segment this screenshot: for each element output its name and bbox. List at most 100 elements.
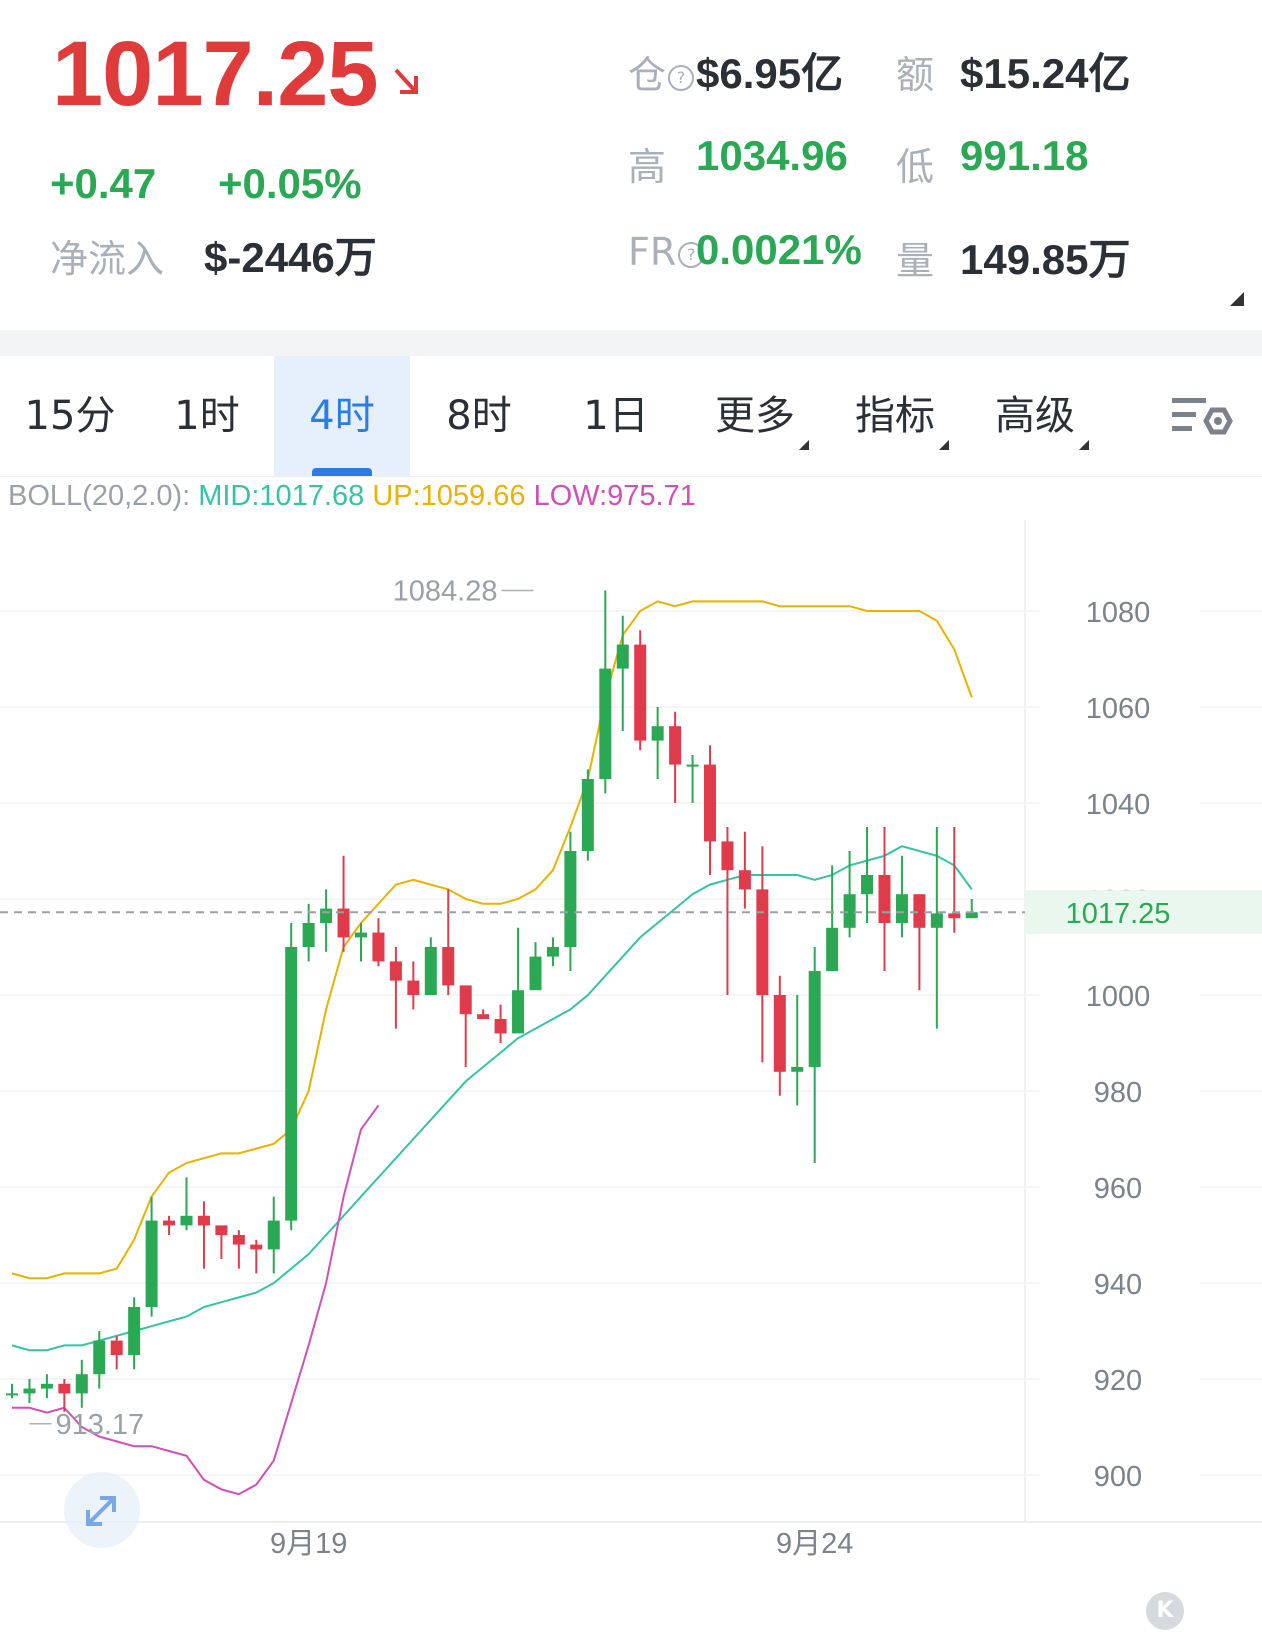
x-tick-label: 9月19: [270, 1528, 347, 1560]
interval-tabs: 15分 1时 4时 8时 1日 更多 指标 高级: [0, 356, 1262, 477]
max-price-label: 1084.28: [393, 575, 498, 607]
active-tab-indicator: [312, 468, 372, 476]
candle-body: [232, 1235, 245, 1245]
ticker-header: 1017.25 +0.47 +0.05% 净流入 $-2446万 仓? $6.9…: [0, 0, 1262, 330]
candle-body: [948, 913, 961, 919]
candle-body: [861, 875, 874, 895]
candle-body: [965, 912, 978, 919]
chart-settings-icon[interactable]: [1172, 394, 1234, 446]
candle-body: [477, 1014, 490, 1019]
candle-body: [564, 851, 577, 947]
dropdown-caret-icon: [799, 440, 809, 450]
expand-corner-icon[interactable]: [1230, 292, 1244, 306]
y-tick-label: 1080: [1086, 597, 1151, 629]
boll-low-value: LOW:975.71: [533, 480, 696, 512]
funding-rate-label[interactable]: FR?: [628, 230, 705, 274]
candle-body: [442, 947, 455, 986]
candle-body: [581, 779, 594, 851]
candle-body: [878, 875, 891, 923]
candle-body: [721, 841, 734, 871]
net-inflow-value: $-2446万: [204, 234, 377, 281]
candle-body: [651, 726, 664, 741]
candle-body: [808, 971, 821, 1067]
min-price-label: 913.17: [55, 1409, 144, 1441]
open-interest-label[interactable]: 仓?: [628, 44, 695, 99]
candle-body: [616, 644, 629, 669]
candle-body: [197, 1215, 210, 1226]
candle-body: [285, 947, 298, 1221]
candle-body: [930, 913, 943, 928]
candle-body: [826, 927, 839, 971]
dropdown-caret-icon: [939, 440, 949, 450]
section-divider: [0, 330, 1262, 356]
boll-lower-line: [12, 1104, 380, 1496]
candle-body: [773, 995, 786, 1072]
candle-body: [302, 923, 315, 947]
candle-body: [355, 932, 367, 938]
candle-body: [756, 889, 769, 995]
high-label: 高: [628, 145, 667, 189]
boll-legend-name: BOLL(20,2.0):: [8, 480, 191, 512]
candle-body: [128, 1307, 141, 1355]
tab-1h[interactable]: 1时: [174, 393, 240, 439]
candle-body: [459, 985, 472, 1015]
candle-body: [686, 764, 699, 767]
candle-body: [320, 908, 333, 923]
boll-up-value: UP:1059.66: [372, 480, 526, 512]
candle-body: [6, 1393, 18, 1396]
tab-advanced[interactable]: 高级: [980, 356, 1104, 476]
candlestick-chart[interactable]: 108010601040102010009809609409209009月199…: [0, 520, 1262, 1633]
candle-body: [145, 1220, 158, 1307]
volume-value: 149.85万: [960, 236, 1131, 283]
help-icon[interactable]: ?: [678, 241, 705, 268]
candle-body: [512, 990, 525, 1034]
y-tick-label: 960: [1094, 1173, 1142, 1205]
boll-upper-line: [11, 600, 973, 1280]
candle-body: [738, 870, 751, 890]
tab-8h[interactable]: 8时: [446, 393, 512, 439]
candle-body: [163, 1220, 176, 1226]
candle-body: [895, 894, 908, 923]
low-label: 低: [896, 145, 935, 189]
expand-arrows-icon: [86, 1496, 116, 1526]
tab-15m[interactable]: 15分: [24, 393, 116, 439]
candle-body: [40, 1383, 53, 1389]
dropdown-caret-icon: [1079, 440, 1089, 450]
candle-body: [634, 644, 647, 741]
tab-indicators[interactable]: 指标: [840, 356, 964, 476]
funding-rate-value: 0.0021%: [696, 226, 862, 273]
tab-4h[interactable]: 4时: [274, 356, 410, 476]
boll-mid-line: [11, 845, 973, 1352]
y-tick-label: 1040: [1086, 789, 1151, 821]
price-axis-panel: [1025, 520, 1262, 1633]
candle-body: [424, 947, 437, 995]
tab-more[interactable]: 更多: [700, 356, 824, 476]
candle-body: [599, 668, 612, 779]
low-value: 991.18: [960, 132, 1089, 179]
current-price-label: 1017.25: [1066, 898, 1171, 930]
candle-body: [407, 980, 420, 995]
boll-mid-value: MID:1017.68: [198, 480, 365, 512]
candle-body: [669, 726, 682, 765]
y-tick-label: 1060: [1086, 693, 1151, 725]
y-tick-label: 1000: [1086, 981, 1151, 1013]
help-icon[interactable]: ?: [668, 64, 695, 91]
amount-label: 额: [896, 53, 935, 97]
k-logo-button[interactable]: K: [1146, 1592, 1184, 1630]
tab-1d[interactable]: 1日: [583, 393, 649, 439]
candle-body: [75, 1374, 88, 1394]
candle-body: [180, 1215, 193, 1226]
fullscreen-button[interactable]: [64, 1472, 140, 1548]
candle-body: [110, 1340, 123, 1355]
net-inflow-label: 净流入: [50, 237, 165, 281]
down-arrow-icon: [394, 68, 418, 94]
last-price: 1017.25: [52, 23, 379, 125]
candle-body: [250, 1244, 263, 1250]
volume-label: 量: [896, 239, 935, 283]
current-price-tag: [1025, 890, 1262, 935]
candle-body: [704, 764, 716, 842]
y-tick-label: 980: [1094, 1077, 1142, 1109]
boll-legend[interactable]: BOLL(20,2.0): MID:1017.68 UP:1059.66 LOW…: [8, 480, 696, 513]
candle-body: [337, 908, 350, 938]
candle-body: [913, 894, 926, 928]
